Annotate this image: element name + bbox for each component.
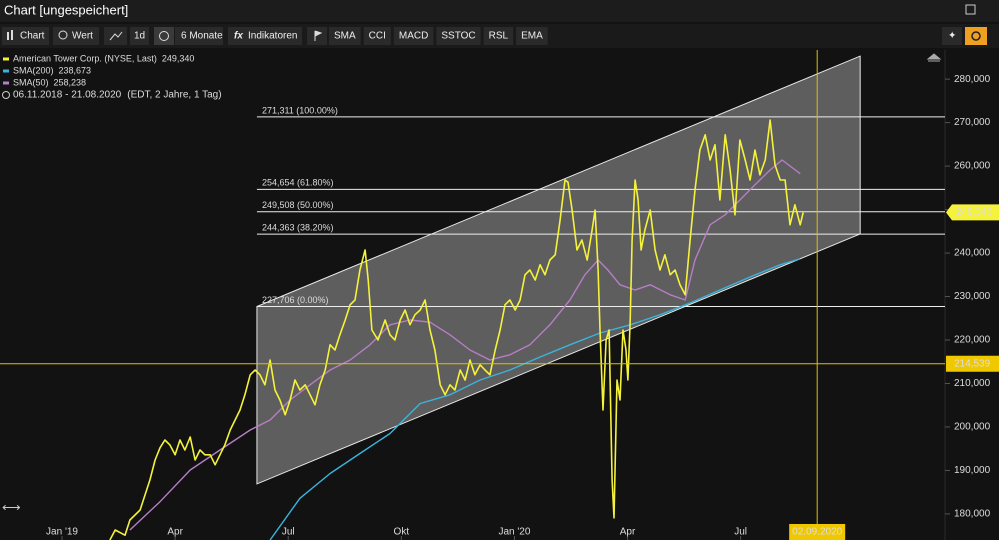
period-icon[interactable] <box>154 27 174 45</box>
toolbar-buttons: Chart Wert 1d 6 Monate fx Indikatoren SM… <box>2 27 987 45</box>
settings-button[interactable] <box>942 27 962 45</box>
plot-area: 271,311 (100.00%) 254,654 (61.80%) 249,508… <box>109 55 945 540</box>
legend-value: 238,673 <box>59 65 92 75</box>
date-range: 06.11.2018 - 21.08.2020 <box>13 90 122 101</box>
series-line <box>109 119 804 540</box>
indicator-button[interactable] <box>363 27 391 45</box>
quick-indicators: SMA CCI MACD SSTOC RSL EMA <box>329 27 548 45</box>
clock-icon <box>2 91 10 99</box>
y-tick-label: 220,000 <box>954 335 991 346</box>
crosshair-x-label: 02.09.2020 <box>792 527 842 538</box>
y-tick-label: 190,000 <box>954 465 991 476</box>
legend-name: SMA(200) <box>13 65 54 75</box>
icon <box>58 30 68 40</box>
indicator-button[interactable] <box>436 27 481 45</box>
x-tick-label: Okt <box>394 527 410 538</box>
x-tick-label: Apr <box>620 527 636 538</box>
icon <box>971 31 981 41</box>
title-bar <box>0 0 999 22</box>
indicator-button[interactable] <box>483 27 514 45</box>
y-tick-label: 180,000 <box>954 509 991 520</box>
pan-icon[interactable]: ⟷ <box>2 499 21 514</box>
indicator-button[interactable] <box>329 27 361 45</box>
indicator-button[interactable] <box>516 27 548 45</box>
y-tick-label: 200,000 <box>954 422 991 433</box>
fib-label: 227,706 (0.00%) <box>262 295 329 305</box>
button-label: Chart <box>20 31 45 42</box>
button-label: 1d <box>134 31 145 42</box>
button-label: Wert <box>72 31 93 42</box>
line-button[interactable] <box>104 27 127 45</box>
legend-value: 249,340 <box>162 53 195 63</box>
scale-icon[interactable] <box>926 53 942 62</box>
y-tick-label: 240,000 <box>954 248 991 259</box>
icon <box>11 30 13 40</box>
y-tick-label: 210,000 <box>954 378 991 389</box>
chart-button[interactable] <box>2 27 49 45</box>
legend-value: 258,238 <box>54 77 87 87</box>
icon: ✦ <box>948 31 956 42</box>
button-label: Indikatoren <box>248 31 297 42</box>
last-price-box <box>946 204 999 221</box>
legend-swatch <box>3 57 9 61</box>
button-label: CCI <box>369 31 386 42</box>
button-label: EMA <box>521 31 543 42</box>
legend-swatch <box>3 81 9 85</box>
crosshair-y-box <box>946 355 999 372</box>
interval-button[interactable] <box>130 27 149 45</box>
window-title: Chart [ungespeichert] <box>4 2 128 17</box>
period-button[interactable] <box>175 27 223 45</box>
x-tick-label: Jul <box>282 527 295 538</box>
x-tick-label: Jul <box>734 527 747 538</box>
button-label: 6 Monate <box>181 31 223 42</box>
legend-name: American Tower Corp. (NYSE, Last) <box>13 53 157 63</box>
theme-button[interactable] <box>965 27 987 45</box>
indicator-button[interactable] <box>393 27 434 45</box>
y-tick-label: 230,000 <box>954 291 991 302</box>
range-note: (EDT, 2 Jahre, 1 Tag) <box>127 90 221 101</box>
fib-label: 254,654 (61.80%) <box>262 178 334 188</box>
crosshair-x-box <box>789 524 846 540</box>
indicators-button[interactable] <box>228 27 302 45</box>
crosshair-y-label: 214,539 <box>954 358 991 369</box>
x-tick-label: Jan '19 <box>46 527 78 538</box>
fib-label: 249,508 (50.00%) <box>262 200 334 210</box>
series-line <box>269 258 801 540</box>
y-tick-label: 260,000 <box>954 161 991 172</box>
y-tick-label: 280,000 <box>954 74 991 85</box>
maximize-icon[interactable] <box>965 4 976 15</box>
y-tick-label: 270,000 <box>954 117 991 128</box>
last-price-label: 249,340 <box>956 207 993 218</box>
x-tick-label: Jan '20 <box>498 527 530 538</box>
button-label: SSTOC <box>441 31 475 42</box>
button-label: RSL <box>489 31 509 42</box>
fib-label: 244,363 (38.20%) <box>262 222 334 232</box>
legend-swatch <box>3 69 9 73</box>
x-tick-label: Apr <box>167 527 183 538</box>
icon <box>109 31 123 41</box>
flag-button[interactable] <box>307 27 327 45</box>
icon <box>159 31 169 41</box>
fib-label: 271,311 (100.00%) <box>262 105 338 115</box>
icon <box>7 32 9 40</box>
icon: fx <box>234 31 243 42</box>
button-label: MACD <box>399 31 428 42</box>
button-label: SMA <box>334 31 356 42</box>
legend-name: SMA(50) <box>13 77 49 87</box>
icon <box>314 30 323 41</box>
